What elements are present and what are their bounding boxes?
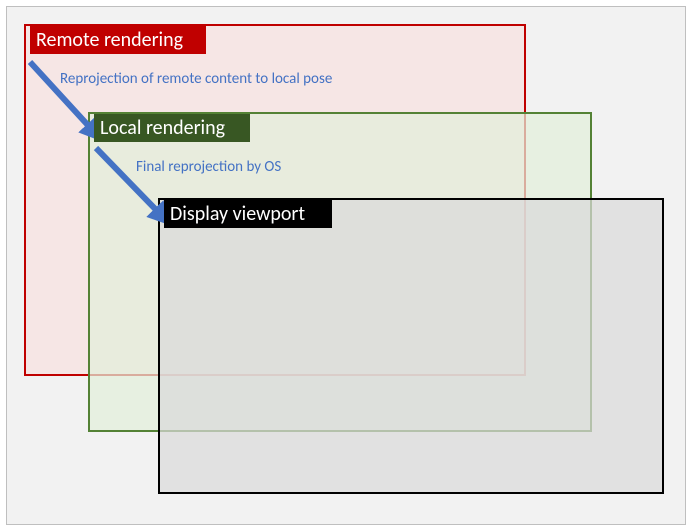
display-viewport-box [158, 198, 664, 494]
display-viewport-label: Display viewport [164, 200, 332, 228]
remote-rendering-label: Remote rendering [30, 26, 206, 54]
local-rendering-label: Local rendering [94, 114, 250, 142]
annotation-reprojection-os: Final reprojection by OS [136, 158, 281, 176]
annotation-reprojection-remote: Reprojection of remote content to local … [60, 70, 332, 88]
diagram-canvas: Remote rendering Reprojection of remote … [0, 0, 692, 531]
